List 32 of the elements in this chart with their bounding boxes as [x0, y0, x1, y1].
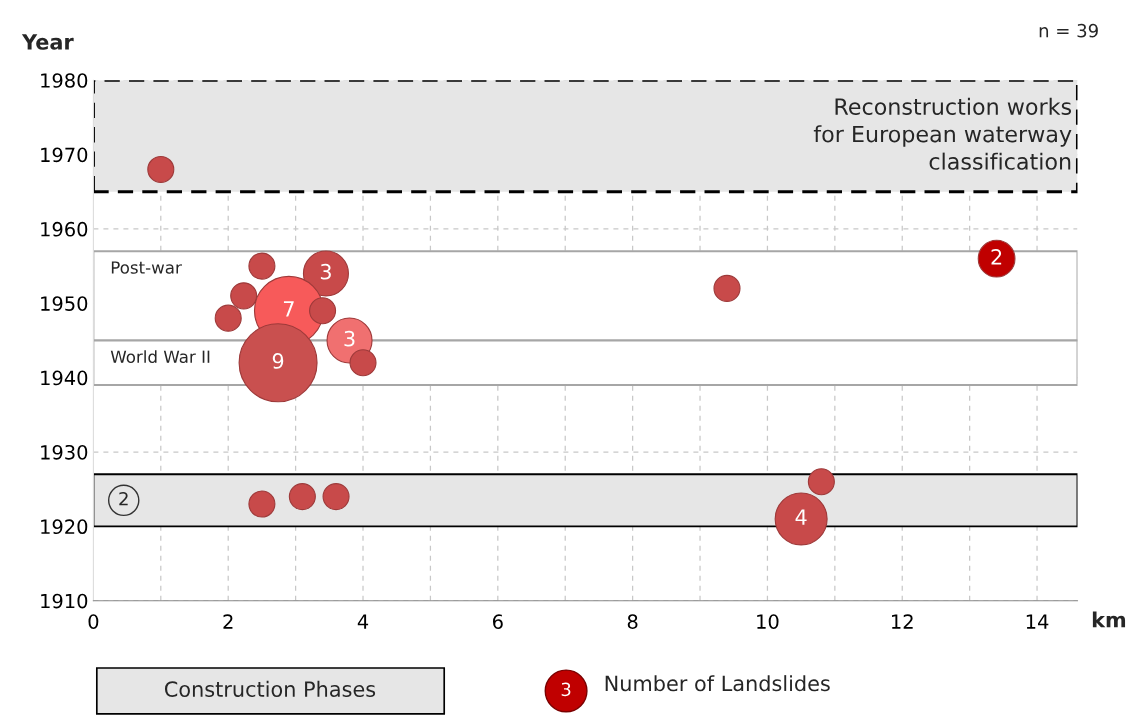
y-tick-label: 1970	[41, 147, 88, 163]
y-tick-label: 1950	[41, 296, 88, 311]
text: n = 39	[1039, 23, 1098, 38]
band-label: Reconstruction works for European waterway classification	[813, 97, 1072, 170]
y-tick-label: 1930	[41, 444, 88, 460]
y-tick-label: 1940	[41, 370, 88, 386]
y-tick-label: 1960	[41, 221, 88, 237]
text: Construction Phases	[164, 680, 376, 697]
x-tick-label: 14	[1026, 614, 1049, 629]
x-axis-title: km	[1092, 611, 1126, 628]
text: 3	[561, 682, 571, 697]
annotation: 4	[795, 509, 807, 525]
x-tick-label: 2	[223, 614, 233, 629]
y-tick-label: 1980	[41, 73, 88, 88]
legend-label: Number of Landslides	[605, 675, 830, 692]
annotation: 3	[320, 263, 331, 280]
x-tick-label: 8	[627, 614, 638, 629]
band-label: 2	[119, 491, 128, 506]
y-axis-title: Year	[21, 34, 74, 50]
y-tick-label: 1920	[41, 519, 88, 535]
y-tick-label: 1910	[41, 593, 88, 609]
band-label: World War II	[110, 350, 210, 364]
x-tick-label: 4	[357, 614, 369, 629]
x-tick-label: 0	[88, 614, 99, 629]
annotation: 2	[991, 248, 1002, 265]
x-tick-label: 6	[492, 614, 503, 629]
x-tick-label: 12	[892, 614, 913, 629]
annotation: 3	[344, 330, 355, 347]
x-tick-label: 10	[757, 614, 779, 629]
annotation: 7	[283, 301, 294, 317]
band-label: Post-war	[111, 261, 182, 274]
annotation: 9	[272, 353, 284, 369]
